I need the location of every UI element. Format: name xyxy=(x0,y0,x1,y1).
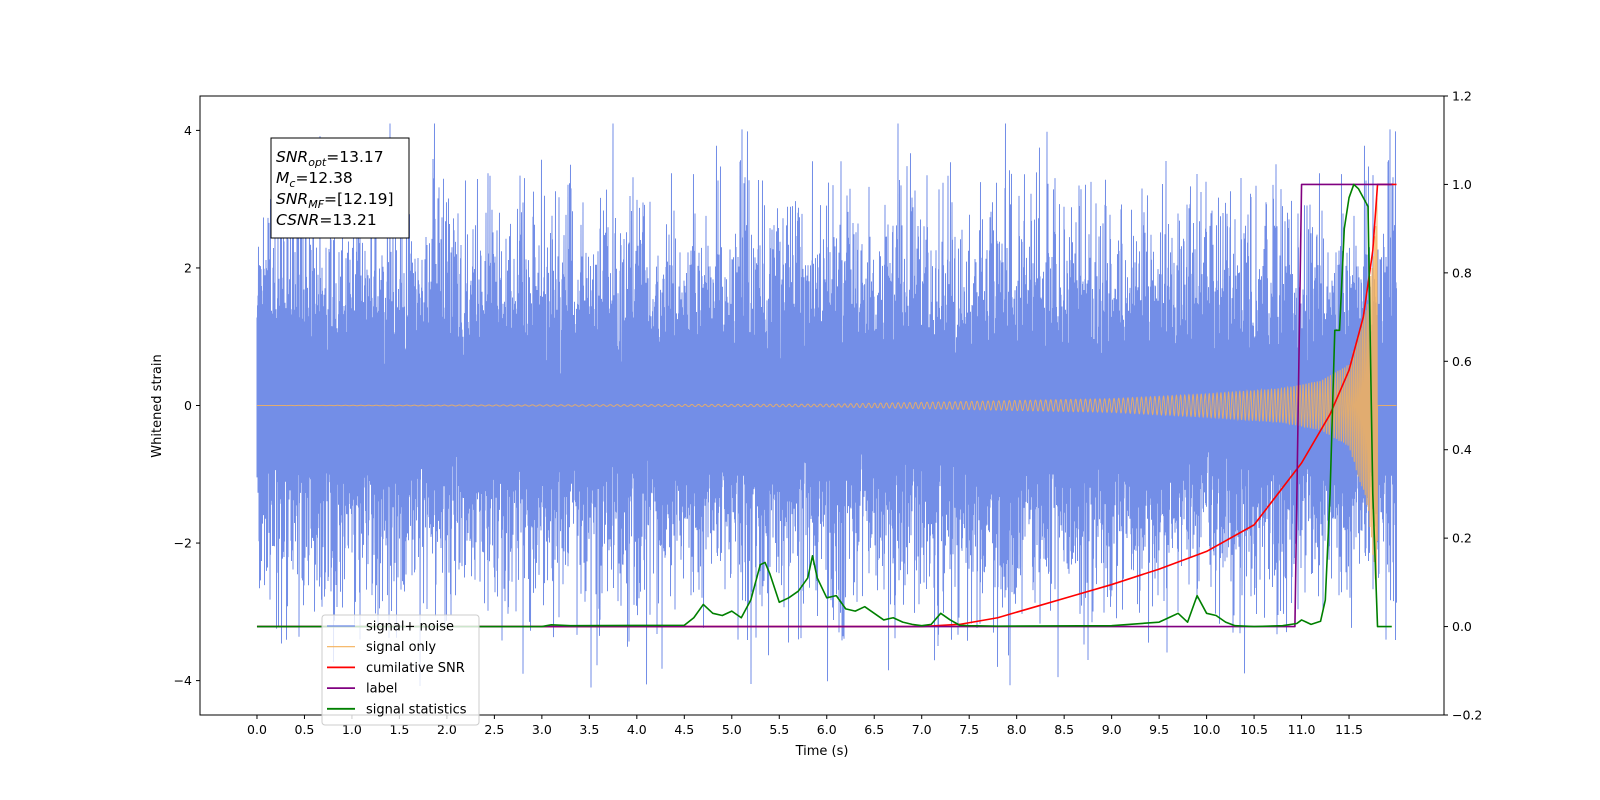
y-tick-label: 2 xyxy=(184,260,192,275)
x-tick-label: 4.0 xyxy=(627,722,647,737)
legend-frame xyxy=(321,614,480,726)
right-axis-series xyxy=(256,183,1397,628)
legend-label: label xyxy=(366,682,397,697)
cumilative-snr-line xyxy=(256,183,1397,628)
legend-label: cumilative SNR xyxy=(366,661,465,676)
x-tick-label: 5.5 xyxy=(769,722,789,737)
x-tick-label: 7.0 xyxy=(912,722,932,737)
x-tick-label: 5.0 xyxy=(722,722,742,737)
x-tick-label: 7.5 xyxy=(959,722,979,737)
y-axis-right: 1.2 1.0 0.8 0.6 0.4 0.2 0.0 −0.2 xyxy=(1444,89,1482,723)
x-tick-label: 3.0 xyxy=(532,722,552,737)
x-tick-label: 10.5 xyxy=(1240,722,1268,737)
y-axis-label: Whitened strain xyxy=(150,354,165,457)
x-tick-label: 0.5 xyxy=(295,722,315,737)
legend-label: signal statistics xyxy=(366,702,467,717)
x-tick-label: 11.0 xyxy=(1288,722,1316,737)
y2-tick-label: 0.0 xyxy=(1452,619,1472,634)
y-tick-label: 4 xyxy=(184,123,192,138)
annotation-line: SNRopt=13.17 xyxy=(276,148,384,169)
x-axis: 0.0 0.5 1.0 1.5 2.0 2.5 3.0 3.5 4.0 4.5 5.0 5.5 6.0 6… xyxy=(247,715,1363,737)
y-tick-label: −2 xyxy=(174,536,192,551)
y2-tick-label: 0.2 xyxy=(1452,531,1472,546)
y2-tick-label: 0.4 xyxy=(1452,442,1472,457)
y2-tick-label: 1.0 xyxy=(1452,177,1472,192)
legend-label: signal+ noise xyxy=(366,620,454,635)
annotation-line: CSNR=13.21 xyxy=(276,211,377,229)
x-tick-label: 6.0 xyxy=(817,722,837,737)
y2-tick-label: 0.8 xyxy=(1452,265,1472,280)
x-tick-label: 8.0 xyxy=(1007,722,1027,737)
y2-tick-label: 1.2 xyxy=(1452,89,1472,104)
signal-noise-series xyxy=(256,123,1397,688)
annotation-line: Mc=12.38 xyxy=(276,169,353,190)
x-tick-label: 4.5 xyxy=(674,722,694,737)
legend-label: signal only xyxy=(366,640,436,655)
signal-only-series xyxy=(256,197,1397,599)
snr-annotation-box: SNRopt=13.17Mc=12.38SNRMF=[12.19]CSNR=13… xyxy=(270,137,410,239)
y-axis-left: 4 2 0 −2 −4 xyxy=(174,123,200,688)
annotation-frame xyxy=(270,137,410,239)
x-tick-label: 8.5 xyxy=(1054,722,1074,737)
signal-only-line xyxy=(256,197,1397,599)
x-tick-label: 2.5 xyxy=(484,722,504,737)
y2-tick-label: 0.6 xyxy=(1452,354,1472,369)
y-tick-label: 0 xyxy=(184,398,192,413)
x-tick-label: 2.0 xyxy=(437,722,457,737)
x-tick-label: 1.0 xyxy=(342,722,362,737)
y2-tick-label: −0.2 xyxy=(1452,708,1482,723)
annotation-line: SNRMF=[12.19] xyxy=(276,190,394,211)
x-tick-label: 11.5 xyxy=(1335,722,1363,737)
signal-statistics-line xyxy=(256,183,1392,628)
x-tick-label: 9.0 xyxy=(1102,722,1122,737)
x-axis-label: Time (s) xyxy=(795,744,849,759)
x-tick-label: 1.5 xyxy=(389,722,409,737)
x-tick-label: 10.0 xyxy=(1193,722,1221,737)
signal-noise-line xyxy=(256,123,1397,688)
x-tick-label: 3.5 xyxy=(579,722,599,737)
x-tick-label: 6.5 xyxy=(864,722,884,737)
label-line xyxy=(256,183,1392,628)
x-tick-label: 9.5 xyxy=(1149,722,1169,737)
x-tick-label: 0.0 xyxy=(247,722,267,737)
y-tick-label: −4 xyxy=(174,673,192,688)
legend: signal+ noise signal only cumilative SNR la… xyxy=(321,614,480,726)
